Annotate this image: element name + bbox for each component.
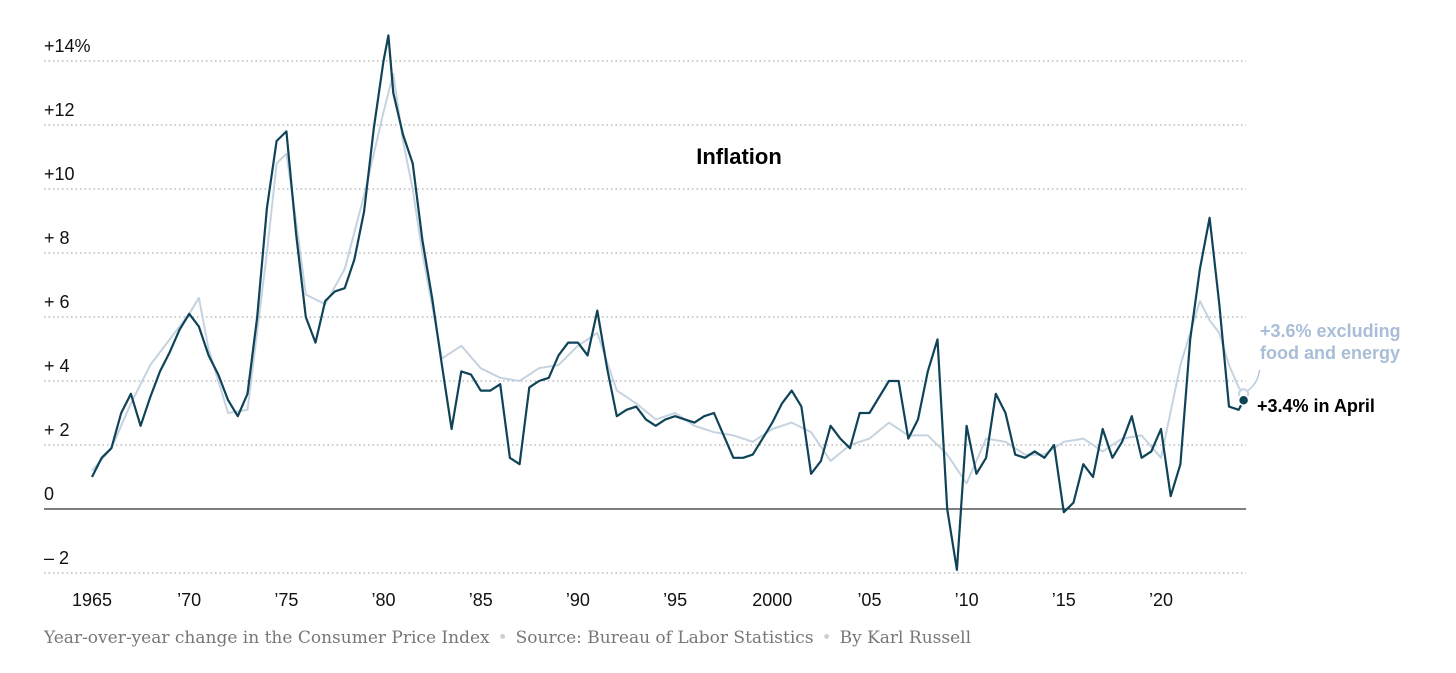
y-axis-ticks: +14% +12 +10 + 8 + 6 + 4 + 2 0 – 2 [44, 36, 91, 568]
y-tick-label: + 4 [44, 356, 70, 376]
gridlines [44, 60, 1246, 574]
chart-footer: Year-over-year change in the Consumer Pr… [44, 628, 971, 648]
x-tick-label: ’85 [469, 590, 493, 610]
y-tick-label: 0 [44, 484, 54, 504]
footer-byline: By Karl Russell [839, 628, 972, 648]
cpi-series-line [91, 34, 1245, 571]
y-tick-label: + 8 [44, 228, 70, 248]
x-tick-label: ’15 [1052, 590, 1076, 610]
core-label-line1: +3.6% excluding [1260, 321, 1401, 341]
x-tick-label: ’95 [663, 590, 687, 610]
x-tick-label: ’05 [857, 590, 881, 610]
x-tick-label: ’10 [955, 590, 979, 610]
end-annotations: +3.4% in April +3.6% excluding food and … [1237, 321, 1401, 416]
core-leader-line [1247, 369, 1261, 392]
footer-description: Year-over-year change in the Consumer Pr… [44, 628, 490, 648]
core-cpi-series-line [91, 72, 1245, 485]
x-tick-label: ’80 [372, 590, 396, 610]
x-tick-label: ’90 [566, 590, 590, 610]
x-tick-label: 2000 [752, 590, 792, 610]
headline-end-marker [1237, 394, 1250, 406]
headline-label: +3.4% in April [1257, 396, 1375, 416]
footer-source: Source: Bureau of Labor Statistics [515, 628, 814, 648]
footer-separator: • [497, 628, 508, 648]
y-tick-label: +14% [44, 36, 91, 56]
series-lines [91, 34, 1245, 571]
y-tick-label: +10 [44, 164, 75, 184]
footer-separator: • [821, 628, 832, 648]
y-tick-label: +12 [44, 100, 75, 120]
core-label-line2: food and energy [1260, 343, 1400, 363]
y-tick-label: – 2 [44, 548, 69, 568]
y-tick-label: + 2 [44, 420, 70, 440]
x-tick-label: ’20 [1149, 590, 1173, 610]
x-tick-label: ’75 [274, 590, 298, 610]
y-tick-label: + 6 [44, 292, 70, 312]
chart-title: Inflation [696, 144, 782, 169]
x-axis-ticks: 1965 ’70 ’75 ’80 ’85 ’90 ’95 2000 ’05 ’10 ’15 ’20 [72, 590, 1173, 610]
x-tick-label: 1965 [72, 590, 112, 610]
x-tick-label: ’70 [177, 590, 201, 610]
